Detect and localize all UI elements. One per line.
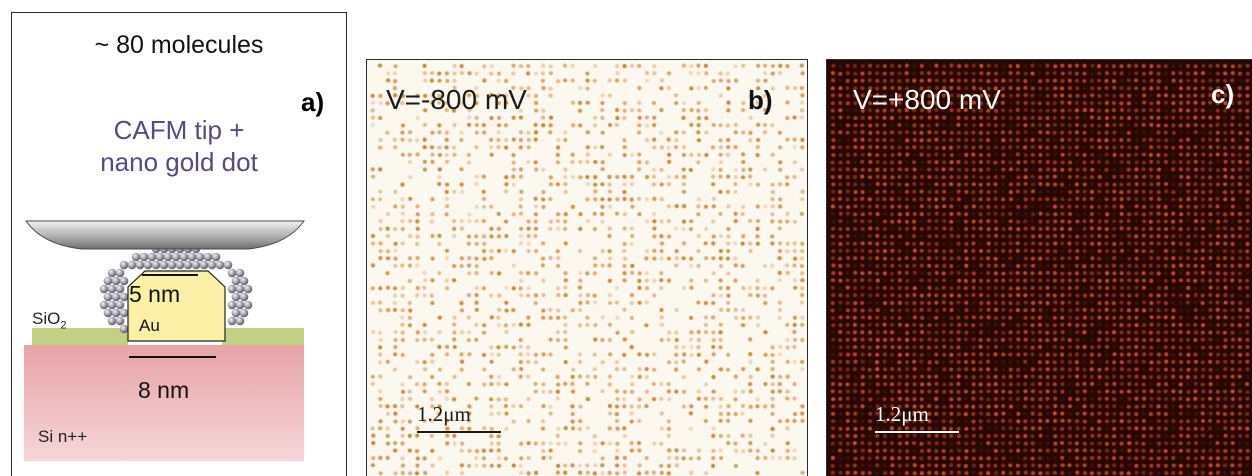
probe-label-line2: nano gold dot <box>100 147 258 177</box>
panel-c-letter: c) <box>1211 79 1235 109</box>
oxide-layer-right <box>222 328 304 345</box>
oxide-label-subscript: 2 <box>60 319 67 332</box>
scale-bar-positive <box>875 431 959 433</box>
cafm-tip <box>25 220 305 250</box>
oxide-layer-left <box>32 328 128 345</box>
scale-bar-label-positive: 1.2μm <box>875 402 929 426</box>
molecule-count-label: ~ 80 molecules <box>94 31 264 59</box>
voltage-label-negative: V=-800 mV <box>386 84 527 115</box>
junction-diagram <box>24 220 305 461</box>
scale-bar-label-negative: 1.2μm <box>417 402 471 426</box>
oxide-label: SiO2 <box>32 309 66 331</box>
substrate <box>24 345 304 461</box>
oxide-label-base: SiO <box>32 309 61 328</box>
current-map-image-negative <box>367 60 807 476</box>
molecule-shell <box>99 244 253 334</box>
current-map-image-positive <box>827 60 1252 476</box>
substrate-label: Si n++ <box>38 427 88 446</box>
dot-size-label: 5 nm <box>129 281 181 307</box>
probe-label-line1: CAFM tip + <box>113 115 245 145</box>
panel-a-letter: a) <box>301 87 325 117</box>
panel-b-letter: b) <box>748 85 773 115</box>
dot-material-label: Au <box>139 316 160 335</box>
voltage-label-positive: V=+800 mV <box>853 84 1001 115</box>
panel-b-current-map: V=-800 mV b) 1.2μm <box>366 59 808 476</box>
scale-bar-negative <box>417 431 501 433</box>
panel-a-schematic: ~ 80 molecules a) CAFM tip + nano gold d… <box>11 12 347 476</box>
gold-dot <box>127 270 226 342</box>
gap-size-label: 8 nm <box>138 377 190 403</box>
panel-c-current-map: V=+800 mV c) 1.2μm <box>826 59 1252 476</box>
